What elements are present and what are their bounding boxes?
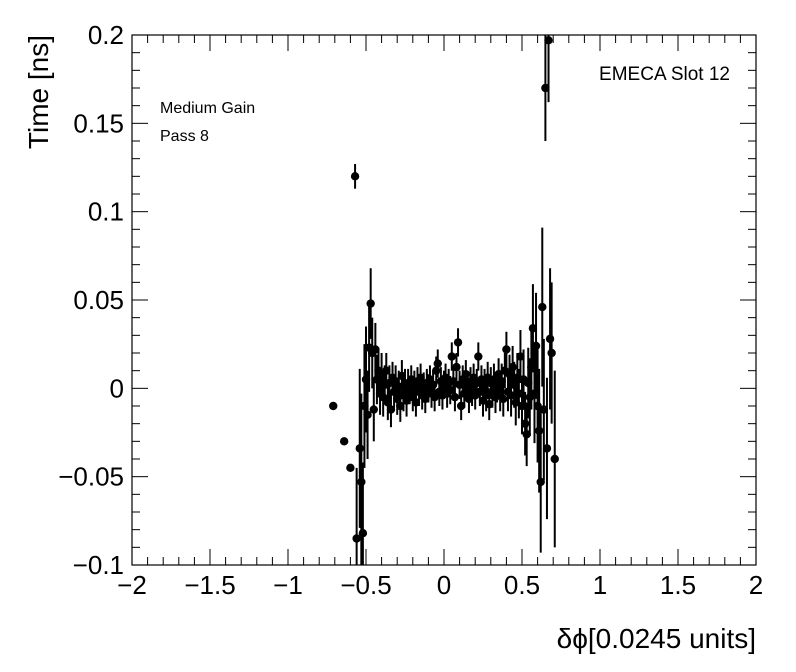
data-point xyxy=(516,352,525,361)
data-point xyxy=(544,36,553,45)
pass-annotation: Pass 8 xyxy=(160,128,209,145)
y-axis-title: Time [ns] xyxy=(23,35,54,149)
data-point xyxy=(366,299,375,308)
y-tick-label: −0.1 xyxy=(73,550,124,580)
data-point xyxy=(361,375,371,384)
data-point xyxy=(539,405,549,414)
data-point xyxy=(547,348,556,358)
data-point xyxy=(416,373,425,382)
x-tick-labels: −2 −1.5 −1 −0.5 0 0.5 1 1.5 2 xyxy=(117,570,763,600)
data-point xyxy=(428,380,438,389)
data-point xyxy=(533,401,542,411)
x-tick-label: 2 xyxy=(749,570,763,600)
data-point xyxy=(393,394,402,404)
data-point xyxy=(481,391,491,400)
data-point xyxy=(497,377,506,386)
data-point xyxy=(494,370,503,379)
data-point xyxy=(545,334,555,344)
data-point xyxy=(386,405,396,414)
y-tick-label: −0.05 xyxy=(58,462,124,492)
data-point xyxy=(382,366,391,375)
data-point xyxy=(550,454,559,464)
x-tick-label: −1.5 xyxy=(184,570,235,600)
data-point xyxy=(514,389,524,398)
data-point xyxy=(402,396,411,405)
data-point xyxy=(527,362,536,372)
data-point xyxy=(520,419,530,428)
data-point xyxy=(485,400,494,409)
y-tick-label: 0.1 xyxy=(88,197,124,227)
y-tick-label: 0 xyxy=(110,373,124,403)
data-point xyxy=(396,401,405,411)
data-point xyxy=(446,385,455,395)
data-point xyxy=(517,401,527,411)
slot-annotation: EMECA Slot 12 xyxy=(599,64,730,85)
data-point xyxy=(421,394,430,404)
data-point xyxy=(432,366,441,375)
data-point xyxy=(541,83,550,93)
data-point xyxy=(461,370,471,379)
plot-frame xyxy=(131,34,757,566)
x-axis-title: δϕ[0.0245 units] xyxy=(557,623,756,654)
data-point xyxy=(397,371,407,381)
x-tick-label: 1.5 xyxy=(660,570,696,600)
data-point xyxy=(524,378,533,388)
error-bars xyxy=(354,35,556,565)
data-point xyxy=(360,401,369,411)
data-point xyxy=(449,377,458,386)
data-point xyxy=(506,391,516,400)
x-tick-label: 0 xyxy=(437,570,451,600)
x-tick-label: −0.5 xyxy=(340,570,391,600)
data-points xyxy=(329,36,559,543)
gain-annotation: Medium Gain xyxy=(160,100,255,117)
data-point xyxy=(538,302,547,312)
data-point xyxy=(534,426,544,435)
data-point xyxy=(355,444,364,453)
data-point xyxy=(510,380,519,389)
data-point xyxy=(522,430,531,439)
data-point xyxy=(369,405,378,414)
x-tick-label: −1 xyxy=(273,570,303,600)
data-point xyxy=(352,534,361,543)
y-tick-label: 0.15 xyxy=(73,108,124,138)
data-point xyxy=(536,477,545,487)
data-point xyxy=(505,370,514,379)
x-tick-label: −2 xyxy=(117,570,147,600)
data-point xyxy=(350,172,360,181)
y-tick-label: 0.2 xyxy=(88,20,124,50)
data-point xyxy=(358,529,368,538)
data-point xyxy=(346,463,355,473)
data-point xyxy=(453,338,463,347)
x-tick-label: 1 xyxy=(593,570,607,600)
data-point xyxy=(508,362,517,372)
data-point xyxy=(363,410,372,420)
data-point xyxy=(383,398,393,407)
data-point xyxy=(371,345,380,354)
data-point xyxy=(499,394,508,404)
data-point xyxy=(357,477,366,487)
data-point xyxy=(474,352,483,361)
data-point xyxy=(447,352,456,361)
data-point xyxy=(530,389,539,398)
y-tick-labels: −0.1 −0.05 0 0.05 0.1 0.15 0.2 xyxy=(58,20,124,580)
data-point xyxy=(542,444,552,453)
data-point xyxy=(433,359,442,368)
data-point xyxy=(475,387,485,397)
data-point xyxy=(502,345,511,354)
y-tick-label: 0.05 xyxy=(73,285,124,315)
data-point xyxy=(339,437,349,446)
data-point xyxy=(450,392,460,402)
data-point xyxy=(464,394,474,404)
data-point xyxy=(528,324,538,333)
data-point xyxy=(452,362,461,372)
data-point xyxy=(329,401,338,411)
data-point xyxy=(511,398,520,407)
data-point xyxy=(456,401,466,411)
data-point xyxy=(411,398,421,407)
data-point xyxy=(531,341,541,351)
x-tick-label: 0.5 xyxy=(504,570,540,600)
